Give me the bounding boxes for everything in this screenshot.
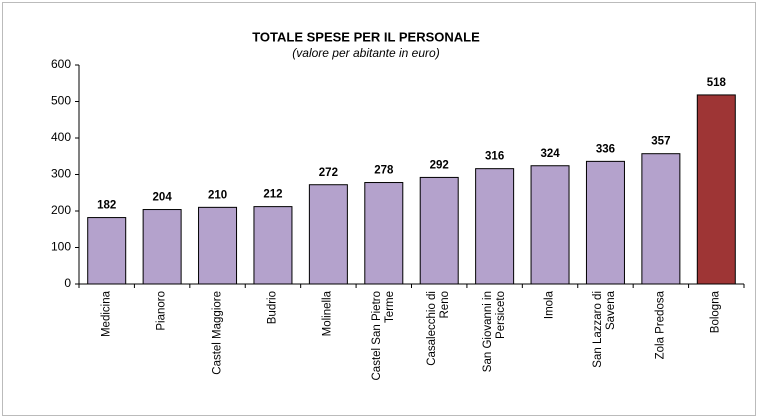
x-tick-label: San Lazzaro di Savena [592,291,618,368]
data-label: 518 [707,77,727,89]
bar [253,206,293,285]
data-label: 278 [374,165,394,177]
chart-subtitle: (valore per abitante in euro) [292,46,439,60]
x-tick-label: Pianoro [155,291,168,331]
data-label: 210 [208,189,227,201]
y-tick-label: 500 [51,94,71,108]
y-tick-label: 0 [64,276,71,290]
bar [142,209,182,285]
data-label: 292 [430,159,449,171]
y-tick-label: 400 [51,130,71,144]
x-tick-label: Casalecchio di Reno [426,291,452,366]
data-label: 272 [319,167,338,179]
bar [308,184,348,285]
bar [530,165,570,285]
y-tick-label: 200 [51,203,71,217]
bar [475,168,515,285]
bar [87,217,127,285]
x-tick-label: Zola Predosa [654,291,667,360]
data-label: 212 [263,189,282,201]
data-label: 204 [153,192,173,204]
bar [419,176,459,285]
y-tick-label: 100 [51,240,71,254]
data-label: 316 [485,151,504,163]
chart-title: TOTALE SPESE PER IL PERSONALE [252,29,480,44]
x-tick-label: Imola [543,291,556,320]
x-tick-label: Castel San Pietro Terme [370,291,396,381]
bar [198,206,238,285]
data-label: 336 [596,143,615,155]
bar [641,153,681,285]
x-tick-label: Bologna [709,291,722,334]
bar [696,94,736,285]
x-tick-label: Castel Maggiore [211,291,224,375]
bar [364,182,404,285]
data-label: 182 [97,200,116,212]
bar [585,160,625,285]
data-label: 357 [651,136,670,148]
y-tick-label: 600 [51,57,71,71]
x-tick-label: San Giovanni in Persiceto [481,291,507,373]
x-tick-label: Medicina [100,291,113,338]
y-tick-label: 300 [51,167,71,181]
data-label: 324 [540,148,560,160]
x-tick-label: Budrio [266,291,279,325]
x-tick-label: Molinella [321,291,334,337]
